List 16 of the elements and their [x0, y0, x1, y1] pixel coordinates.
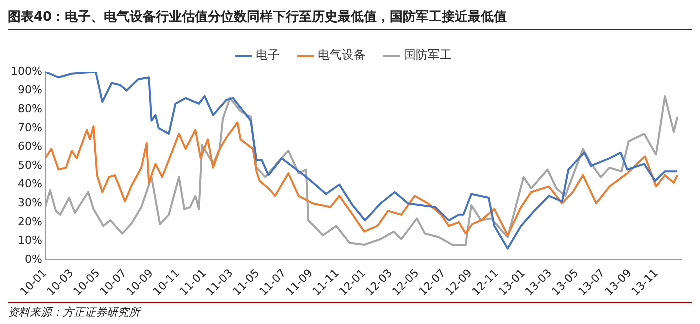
y-tick-label: 10%	[18, 234, 42, 248]
legend-label: 国防军工	[404, 48, 452, 62]
y-tick-label: 70%	[18, 121, 42, 134]
y-tick-label: 90%	[18, 84, 42, 97]
legend-label: 电气设备	[318, 48, 366, 62]
y-tick-label: 50%	[18, 158, 42, 172]
chart-title: 图表40：电子、电气设备行业估值分位数同样下行至历史最低值，国防军工接近最低值	[8, 8, 692, 30]
y-tick-label: 60%	[18, 140, 42, 154]
y-tick-label: 80%	[18, 102, 42, 116]
legend-label: 电子	[256, 48, 280, 62]
y-tick-label: 40%	[18, 178, 42, 191]
y-tick-label: 100%	[10, 64, 42, 78]
y-tick-label: 30%	[18, 196, 42, 210]
y-tick-label: 20%	[18, 215, 42, 228]
text: 资料来源：方正证券研究所	[8, 305, 692, 320]
y-tick-label: 0%	[24, 252, 42, 266]
